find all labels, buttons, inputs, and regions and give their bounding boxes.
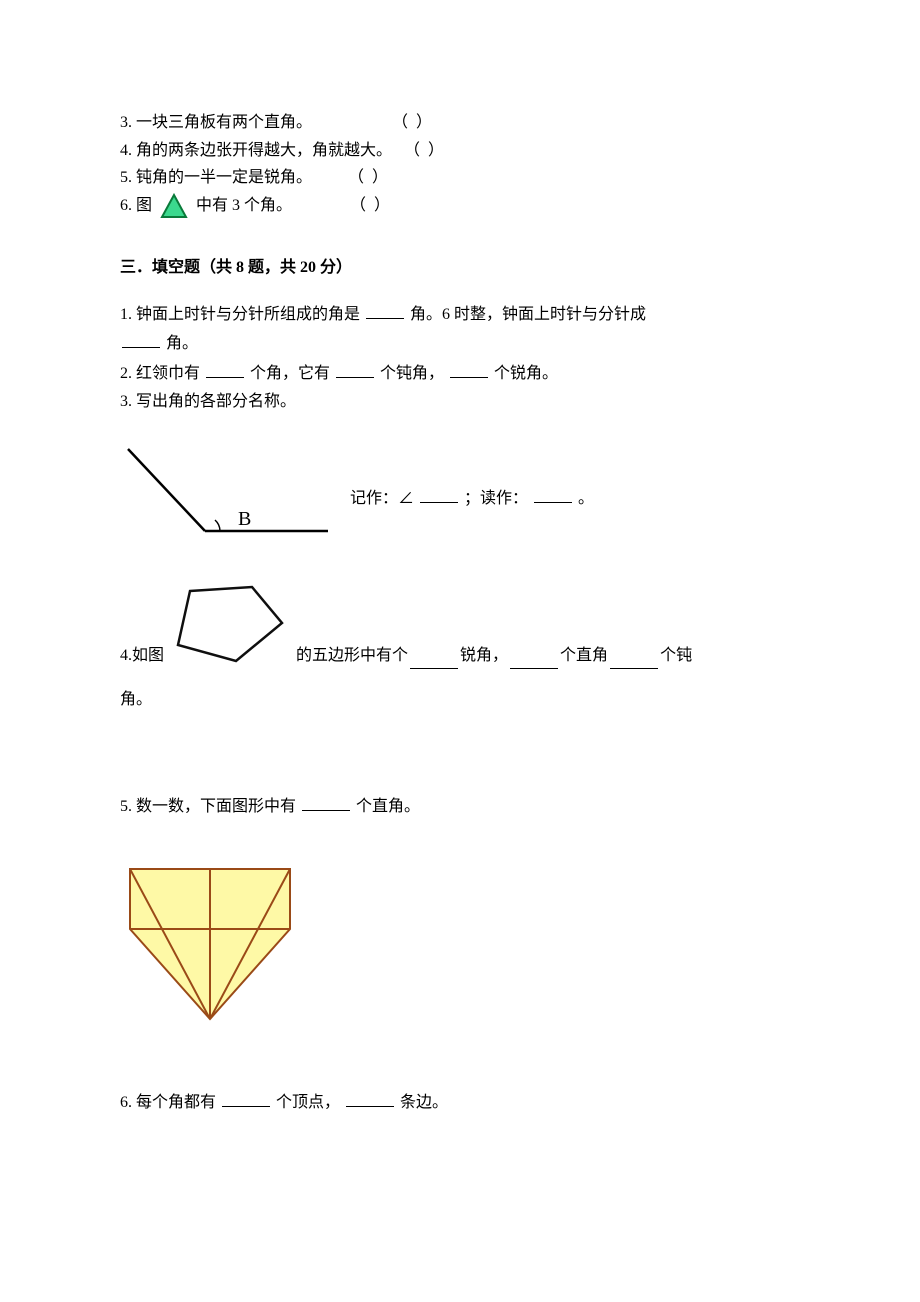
right-angle-shape-icon xyxy=(120,859,300,1029)
fill-q1-num: 1. xyxy=(120,306,132,323)
fill-q6-num: 6. xyxy=(120,1094,132,1111)
judge-q5: 5. 钝角的一半一定是锐角。 （ ） xyxy=(120,165,800,191)
blank[interactable] xyxy=(122,330,160,348)
judge-q6-post: 中有 3 个角。 xyxy=(196,197,292,214)
blank[interactable] xyxy=(410,651,458,669)
judge-q3-num: 3. xyxy=(120,114,132,131)
fill-q4-tail: 角。 xyxy=(120,687,800,713)
fill-q1: 1. 钟面上时针与分针所组成的角是 角。6 时整，钟面上时针与分针成 xyxy=(120,301,800,328)
fill-q6-c: 条边。 xyxy=(400,1094,448,1111)
blank[interactable] xyxy=(366,301,404,319)
fill-q6-a: 每个角都有 xyxy=(136,1094,216,1111)
judge-q3-text: 一块三角板有两个直角。 xyxy=(136,114,312,131)
fill-q3-num: 3. xyxy=(120,393,132,410)
fill-q2: 2. 红领巾有 个角，它有 个钝角， 个锐角。 xyxy=(120,360,800,387)
write-end: 。 xyxy=(578,490,594,507)
section3-title: 三．填空题（共 8 题，共 20 分） xyxy=(120,255,800,281)
blank[interactable] xyxy=(336,360,374,378)
blank[interactable] xyxy=(302,793,350,811)
judge-q6: 6. 图 中有 3 个角。 （ ） xyxy=(120,193,800,219)
judge-q6-pre: 图 xyxy=(136,197,152,214)
blank[interactable] xyxy=(206,360,244,378)
fill-q3: 3. 写出角的各部分名称。 xyxy=(120,389,800,415)
blank[interactable] xyxy=(510,651,558,669)
blank[interactable] xyxy=(534,485,572,503)
triangle-icon xyxy=(160,193,188,219)
judge-q5-paren: （ ） xyxy=(348,169,390,186)
judge-q3: 3. 一块三角板有两个直角。 （ ） xyxy=(120,110,800,136)
fill-q4-a: 的五边形中有个 xyxy=(296,643,408,669)
fill-q2-b: 个角，它有 xyxy=(250,365,330,382)
pentagon-icon xyxy=(170,581,290,669)
fill-q6: 6. 每个角都有 个顶点， 条边。 xyxy=(120,1089,800,1116)
fill-q6-b: 个顶点， xyxy=(276,1094,340,1111)
fill-q1-pre: 钟面上时针与分针所组成的角是 xyxy=(136,306,360,323)
fill-q4-num: 4. xyxy=(120,643,132,669)
fill-q5-num: 5. xyxy=(120,798,132,815)
blank[interactable] xyxy=(346,1089,394,1107)
fill-q2-d: 个锐角。 xyxy=(494,365,558,382)
judge-q4: 4. 角的两条边张开得越大，角就越大。 （ ） xyxy=(120,138,800,164)
fill-q5-post: 个直角。 xyxy=(356,798,420,815)
fill-q3-text: 写出角的各部分名称。 xyxy=(136,393,296,410)
fill-q5: 5. 数一数，下面图形中有 个直角。 xyxy=(120,793,800,820)
fill-q2-c: 个钝角， xyxy=(380,365,444,382)
angle-text: 记作：∠ ；读作： 。 xyxy=(350,485,594,512)
judge-q5-text: 钝角的一半一定是锐角。 xyxy=(136,169,312,186)
write-sep: ；读作： xyxy=(464,490,528,507)
blank[interactable] xyxy=(610,651,658,669)
fill-q4-c: 个直角 xyxy=(560,643,608,669)
fill-q1-line2: 角。 xyxy=(120,330,800,357)
judge-q5-num: 5. xyxy=(120,169,132,186)
fill-q5-pre: 数一数，下面图形中有 xyxy=(136,798,296,815)
fill-q4-pre: 如图 xyxy=(132,643,164,669)
fill-q4-b: 锐角， xyxy=(460,643,508,669)
fill-q2-a: 红领巾有 xyxy=(136,365,200,382)
fill-q1-mid: 角。6 时整，钟面上时针与分针成 xyxy=(410,306,646,323)
blank[interactable] xyxy=(450,360,488,378)
fill-q4: 4. 如图 的五边形中有个 锐角， 个直角 个钝 xyxy=(120,581,800,669)
write-pre: 记作：∠ xyxy=(350,490,414,507)
fill-q4-d: 个钝 xyxy=(660,643,692,669)
angle-b-icon: B xyxy=(120,443,330,553)
judge-q6-num: 6. xyxy=(120,197,132,214)
blank[interactable] xyxy=(222,1089,270,1107)
fill-q2-num: 2. xyxy=(120,365,132,382)
angle-diagram-row: B 记作：∠ ；读作： 。 xyxy=(120,443,800,553)
judge-q4-paren: （ ） xyxy=(404,142,446,159)
fill-q4-tail-text: 角。 xyxy=(120,691,152,708)
blank[interactable] xyxy=(420,485,458,503)
judge-q4-text: 角的两条边张开得越大，角就越大。 xyxy=(136,142,392,159)
judge-q6-paren: （ ） xyxy=(350,197,392,214)
angle-label: B xyxy=(238,508,251,530)
judge-q4-num: 4. xyxy=(120,142,132,159)
fill-q1-tail: 角。 xyxy=(166,335,198,352)
judge-q3-paren: （ ） xyxy=(392,114,434,131)
